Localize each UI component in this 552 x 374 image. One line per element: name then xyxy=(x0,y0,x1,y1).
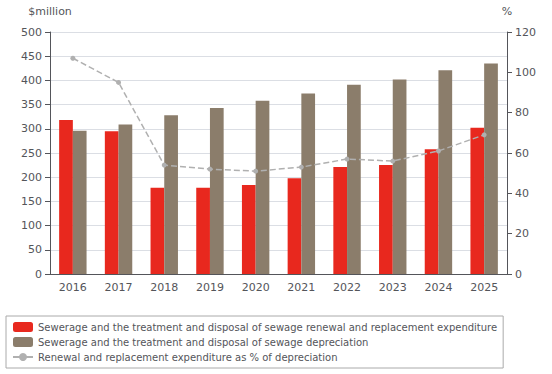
svg-text:100: 100 xyxy=(515,66,536,79)
svg-text:300: 300 xyxy=(21,122,42,135)
svg-text:80: 80 xyxy=(515,106,529,119)
svg-text:20: 20 xyxy=(515,227,529,240)
svg-text:2020: 2020 xyxy=(242,281,270,294)
svg-text:$million: $million xyxy=(28,5,72,18)
svg-text:2021: 2021 xyxy=(287,281,315,294)
svg-text:%: % xyxy=(502,5,512,18)
svg-text:0: 0 xyxy=(35,268,42,281)
svg-text:450: 450 xyxy=(21,50,42,63)
svg-text:2023: 2023 xyxy=(379,281,407,294)
svg-text:50: 50 xyxy=(28,243,42,256)
svg-text:2024: 2024 xyxy=(424,281,452,294)
svg-text:120: 120 xyxy=(515,26,536,39)
svg-text:Renewal and replacement expend: Renewal and replacement expenditure as %… xyxy=(38,352,337,363)
svg-text:250: 250 xyxy=(21,147,42,160)
svg-text:200: 200 xyxy=(21,171,42,184)
svg-text:60: 60 xyxy=(515,147,529,160)
svg-text:400: 400 xyxy=(21,74,42,87)
svg-text:2022: 2022 xyxy=(333,281,361,294)
svg-text:2018: 2018 xyxy=(150,281,178,294)
svg-text:Sewerage and the treatment and: Sewerage and the treatment and disposal … xyxy=(38,322,497,333)
svg-text:0: 0 xyxy=(515,268,522,281)
svg-text:2019: 2019 xyxy=(196,281,224,294)
svg-text:2025: 2025 xyxy=(470,281,498,294)
svg-text:Sewerage and the treatment and: Sewerage and the treatment and disposal … xyxy=(38,337,368,348)
svg-text:2017: 2017 xyxy=(105,281,133,294)
svg-text:2016: 2016 xyxy=(59,281,87,294)
svg-text:500: 500 xyxy=(21,26,42,39)
svg-text:150: 150 xyxy=(21,195,42,208)
svg-text:40: 40 xyxy=(515,187,529,200)
svg-text:100: 100 xyxy=(21,219,42,232)
svg-text:350: 350 xyxy=(21,98,42,111)
